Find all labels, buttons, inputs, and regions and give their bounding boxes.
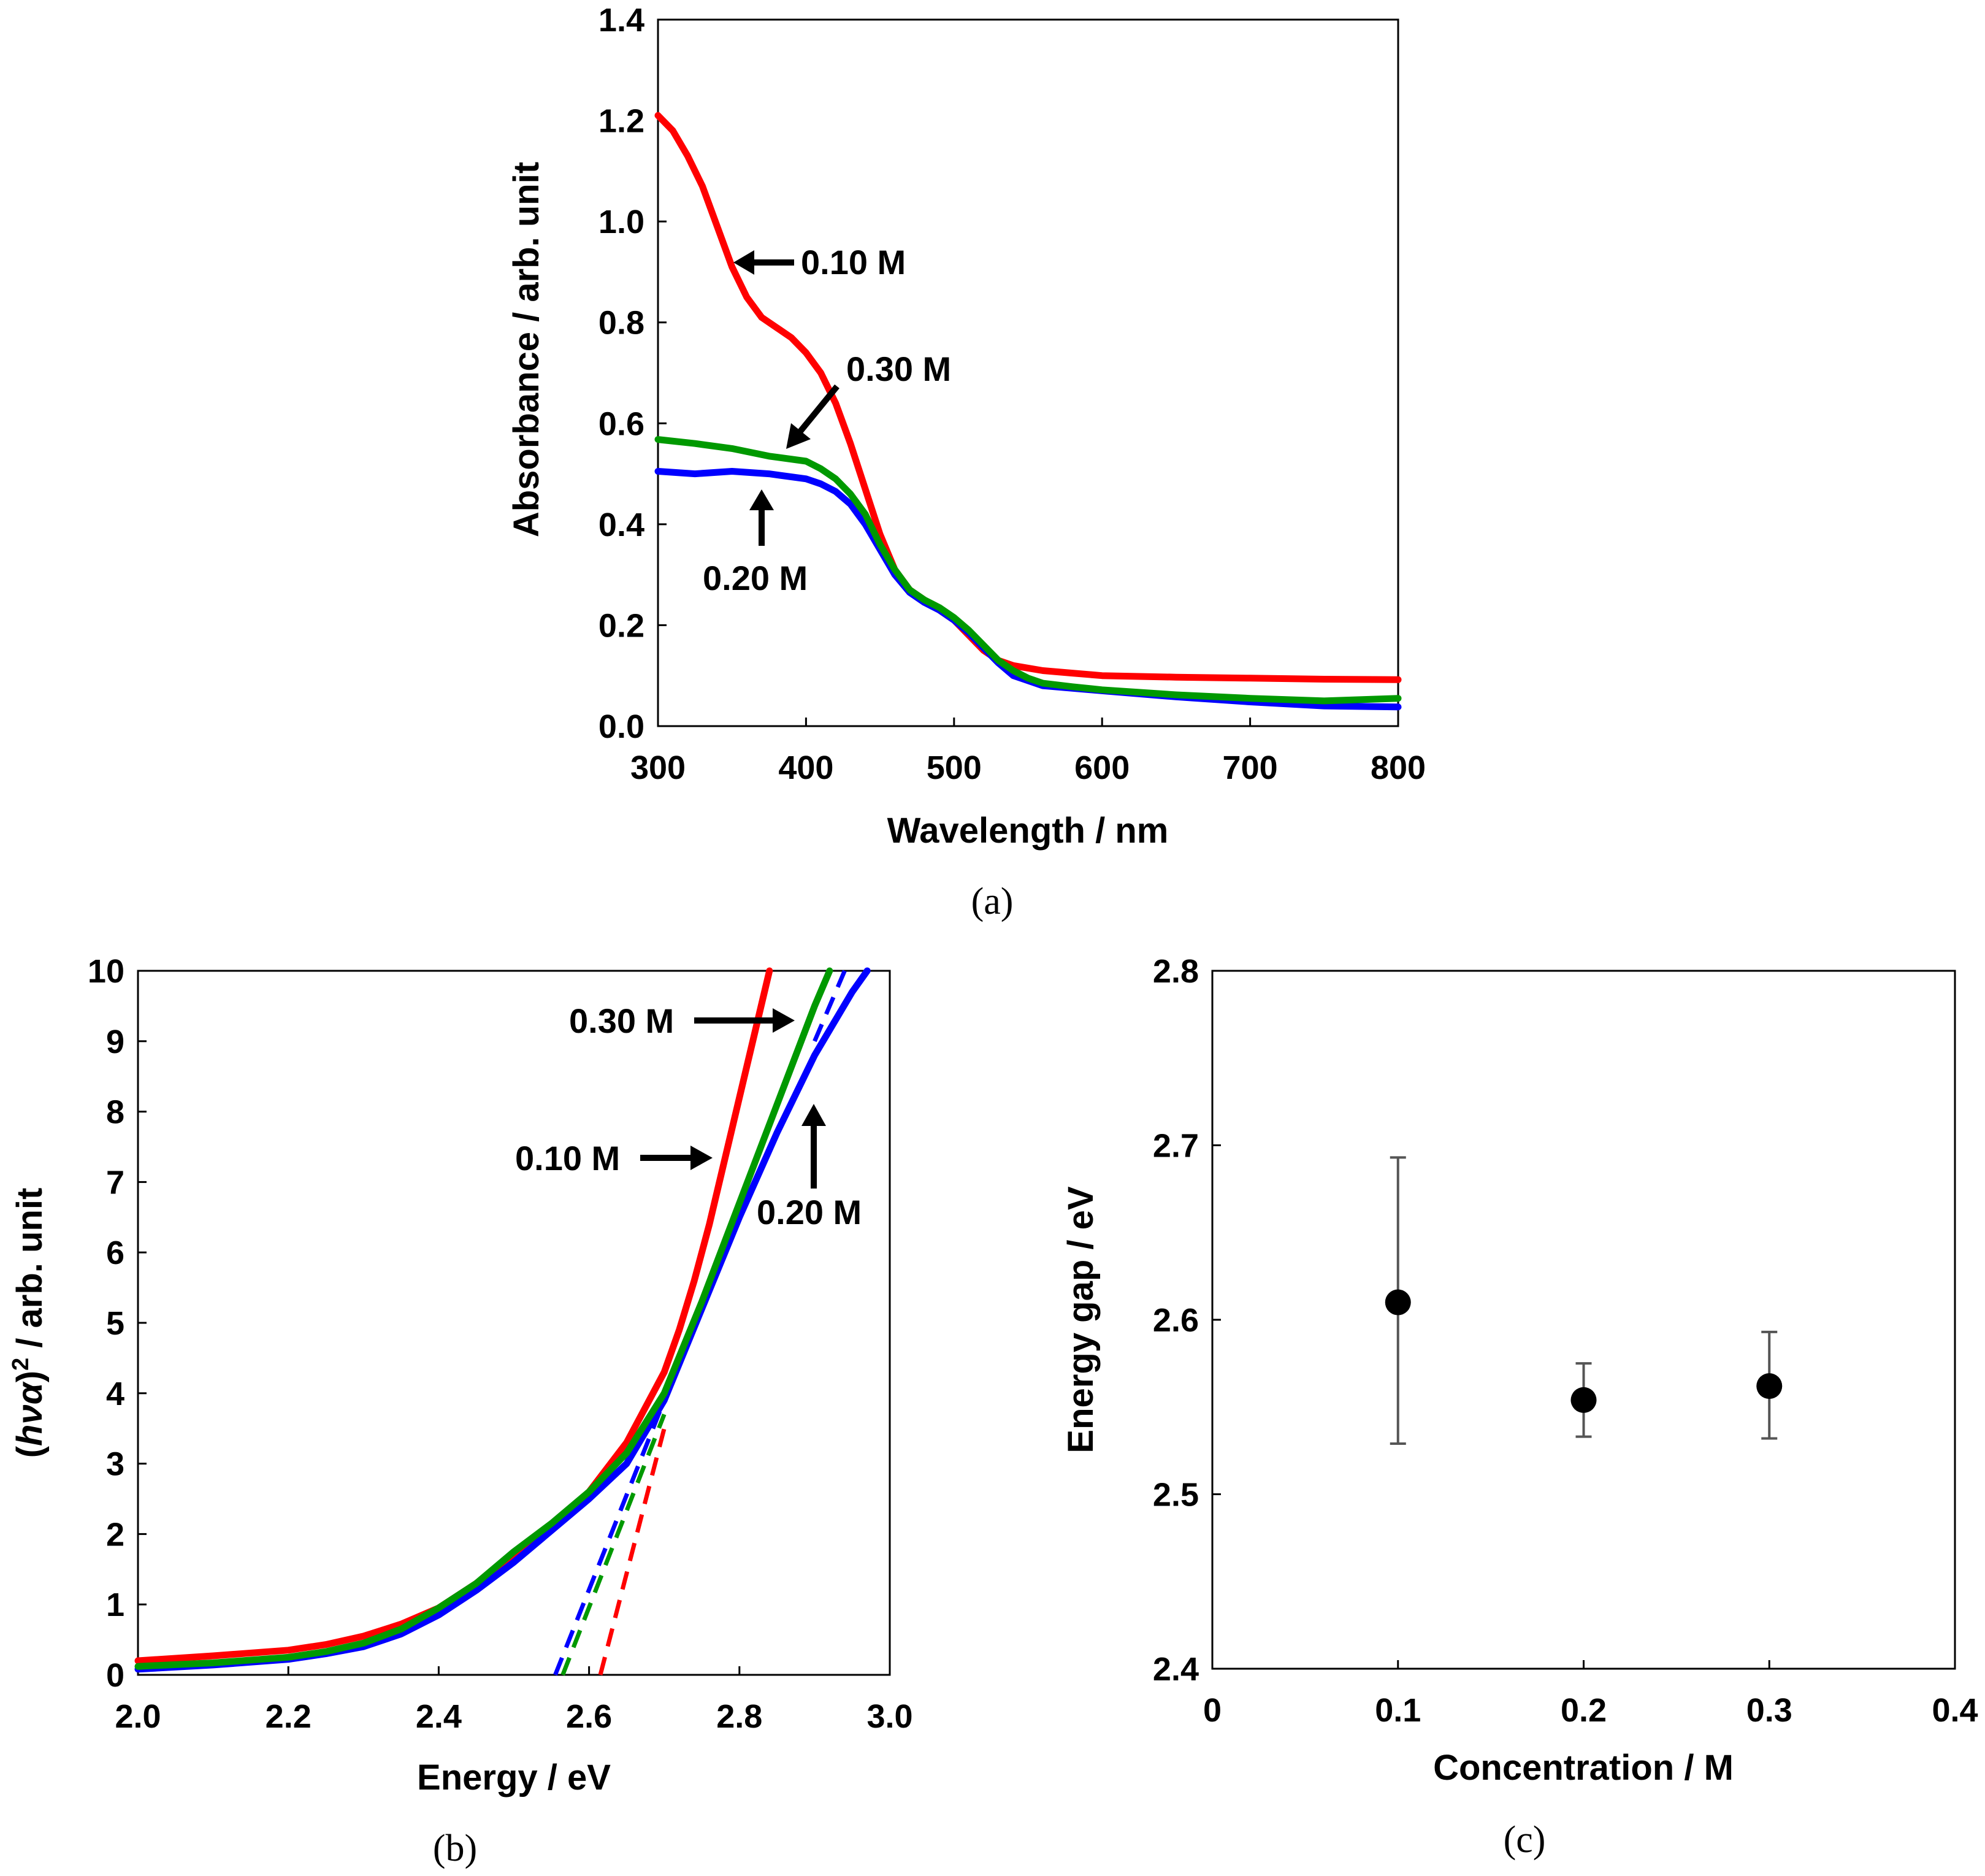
panel-c-y-axis-title: Energy gap / eV: [1061, 1186, 1101, 1453]
panel-b-fit-line-0.20M: [813, 970, 847, 1043]
panel-b-y-axis-title-part-3: 2: [8, 1358, 34, 1371]
panel-a-y-ticks: 0.0 0.2 0.4 0.6 0.8 1.0 1.2 1.4: [599, 2, 667, 745]
panel-b-chart: 0 1 2 3 4 5 6 7 8 9 10 2.0 2.2 2.4 2.6 2.8 3.0 0.30 M 0…: [8, 953, 913, 1869]
panel-b-y-tick-label: 2: [106, 1516, 124, 1553]
panel-a-y-tick-label: 1.4: [599, 2, 644, 39]
panel-c-data-point: [1756, 1373, 1783, 1399]
panel-a-y-tick-label: 0.8: [599, 305, 644, 342]
panel-a-y-tick-label: 0.2: [599, 607, 644, 644]
panel-a-label-0.30M: 0.30 M: [846, 350, 951, 388]
panel-c-x-tick-label: 0.2: [1561, 1692, 1607, 1729]
panel-c-x-tick-label: 0.4: [1932, 1692, 1978, 1729]
panel-b-x-axis-title: Energy / eV: [417, 1758, 611, 1798]
panel-c-x-tick-label: 0: [1203, 1692, 1222, 1729]
panel-b-caption: (b): [433, 1828, 477, 1869]
panel-a-y-tick-label: 0.6: [599, 405, 644, 442]
panel-b-y-tick-label: 7: [106, 1164, 124, 1201]
arrow-b-0.10M-head: [690, 1146, 713, 1170]
panel-a-caption: (a): [971, 881, 1014, 922]
panel-b-y-axis-title-part-1: hνα: [10, 1381, 50, 1446]
arrow-0.30M-shaft: [794, 384, 840, 439]
panel-b-y-ticks: 0 1 2 3 4 5 6 7 8 9 10: [88, 953, 147, 1694]
panel-a-y-tick-label: 1.2: [599, 103, 644, 140]
panel-b-series-0.30M: [134, 967, 833, 1670]
panel-b-label-0.20M: 0.20 M: [757, 1193, 862, 1231]
panel-c-series: [1385, 1156, 1783, 1445]
panel-b-fit-line-0.10M: [598, 1428, 667, 1675]
arrow-b-0.20M-head: [801, 1104, 826, 1126]
panel-a-label-0.20M: 0.20 M: [703, 559, 808, 597]
panel-a-y-tick-label: 0.0: [599, 708, 644, 745]
panel-a-x-tick-label: 400: [778, 749, 833, 786]
panel-c-data-point: [1385, 1289, 1411, 1315]
panel-a-x-axis-title: Wavelength / nm: [887, 811, 1169, 851]
panel-b-x-tick-label: 2.2: [266, 1698, 312, 1735]
panel-b-x-tick-label: 3.0: [866, 1698, 912, 1735]
panel-a-x-tick-label: 600: [1074, 749, 1130, 786]
panel-c-chart: 2.4 2.5 2.6 2.7 2.8 0 0.1 0.2 0.3 0.4 Concentrat…: [1061, 953, 1978, 1861]
panel-b-label-0.30M: 0.30 M: [569, 1001, 674, 1040]
panel-a-x-tick-label: 500: [927, 749, 982, 786]
panel-b-y-tick-label: 1: [106, 1587, 124, 1623]
panel-a-y-axis-title: Absorbance / arb. unit: [507, 162, 546, 537]
panel-b-x-tick-label: 2.8: [716, 1698, 762, 1735]
panel-b-y-tick-label: 4: [106, 1376, 124, 1412]
panel-b-series: [134, 967, 871, 1673]
panel-a-arrows: [733, 250, 840, 546]
panel-c-x-tick-label: 0.1: [1375, 1692, 1421, 1729]
panel-a-label-0.10M: 0.10 M: [801, 243, 906, 281]
arrow-0.10M-head: [733, 250, 754, 275]
panel-c-x-axis-title: Concentration / M: [1433, 1748, 1734, 1788]
panel-b-fit-line-0.20M: [553, 1399, 667, 1676]
panel-c-y-tick-label: 2.8: [1153, 953, 1199, 990]
panel-b-y-tick-label: 5: [106, 1305, 124, 1342]
arrow-b-0.30M-head: [773, 1008, 795, 1033]
panel-b-y-axis-title-part-0: (: [10, 1445, 50, 1458]
panel-b-x-tick-label: 2.6: [566, 1698, 612, 1735]
panel-a-y-tick-label: 1.0: [599, 204, 644, 240]
panel-b-y-axis-title-part-4: / arb. unit: [10, 1188, 50, 1358]
panel-a-y-tick-label: 0.4: [599, 507, 644, 543]
arrow-0.20M-head: [749, 489, 774, 510]
panel-c-caption: (c): [1504, 1819, 1546, 1861]
panel-b-fit-line-0.30M: [560, 1413, 667, 1676]
panel-a-x-tick-label: 800: [1371, 749, 1426, 786]
panel-c-y-ticks: 2.4 2.5 2.6 2.7 2.8: [1153, 953, 1221, 1688]
panel-c-x-tick-label: 0.3: [1746, 1692, 1792, 1729]
panel-b-x-tick-label: 2.4: [416, 1698, 462, 1735]
panel-b-arrows: [640, 1008, 826, 1189]
panel-b-label-0.10M: 0.10 M: [515, 1139, 620, 1177]
panel-a-chart: 0.0 0.2 0.4 0.6 0.8 1.0 1.2 1.4 300 400 500 600 700…: [507, 2, 1426, 922]
panel-b-y-tick-label: 8: [106, 1094, 124, 1131]
panel-b-series-0.10M: [134, 967, 773, 1664]
panel-a-x-tick-label: 700: [1223, 749, 1278, 786]
panel-b-y-tick-label: 9: [106, 1024, 124, 1060]
panel-b-plot-frame: [137, 970, 891, 1676]
panel-b-x-tick-label: 2.0: [115, 1698, 161, 1735]
panel-c-y-tick-label: 2.6: [1153, 1302, 1199, 1339]
panel-b-y-tick-label: 3: [106, 1446, 124, 1483]
panel-b-y-axis-title: (hνα)2 / arb. unit: [8, 1188, 50, 1458]
panel-c-x-ticks: 0 0.1 0.2 0.3 0.4: [1203, 1660, 1978, 1729]
panel-c-plot-frame: [1211, 970, 1956, 1670]
panel-c-data-point: [1570, 1387, 1597, 1413]
panel-b-x-ticks: 2.0 2.2 2.4 2.6 2.8 3.0: [115, 1666, 913, 1735]
panel-c-y-tick-label: 2.4: [1153, 1651, 1199, 1688]
panel-b-y-tick-label: 0: [106, 1657, 124, 1694]
panel-c-y-tick-label: 2.5: [1153, 1477, 1199, 1514]
panel-a-x-tick-label: 300: [630, 749, 686, 786]
panel-a-series: [654, 112, 1402, 711]
panel-a-plot-frame: [657, 18, 1399, 727]
panel-c-y-tick-label: 2.7: [1153, 1128, 1199, 1165]
arrow-0.30M-head: [786, 423, 811, 449]
panel-b-fit-lines: [553, 970, 847, 1676]
panel-b-y-tick-label: 6: [106, 1235, 124, 1271]
panel-b-y-axis-title-part-2: ): [10, 1371, 50, 1382]
panel-b-y-tick-label: 10: [88, 953, 124, 990]
panel-a-series-0.30M: [654, 436, 1402, 705]
panel-a-x-ticks: 300 400 500 600 700 800: [630, 718, 1426, 786]
